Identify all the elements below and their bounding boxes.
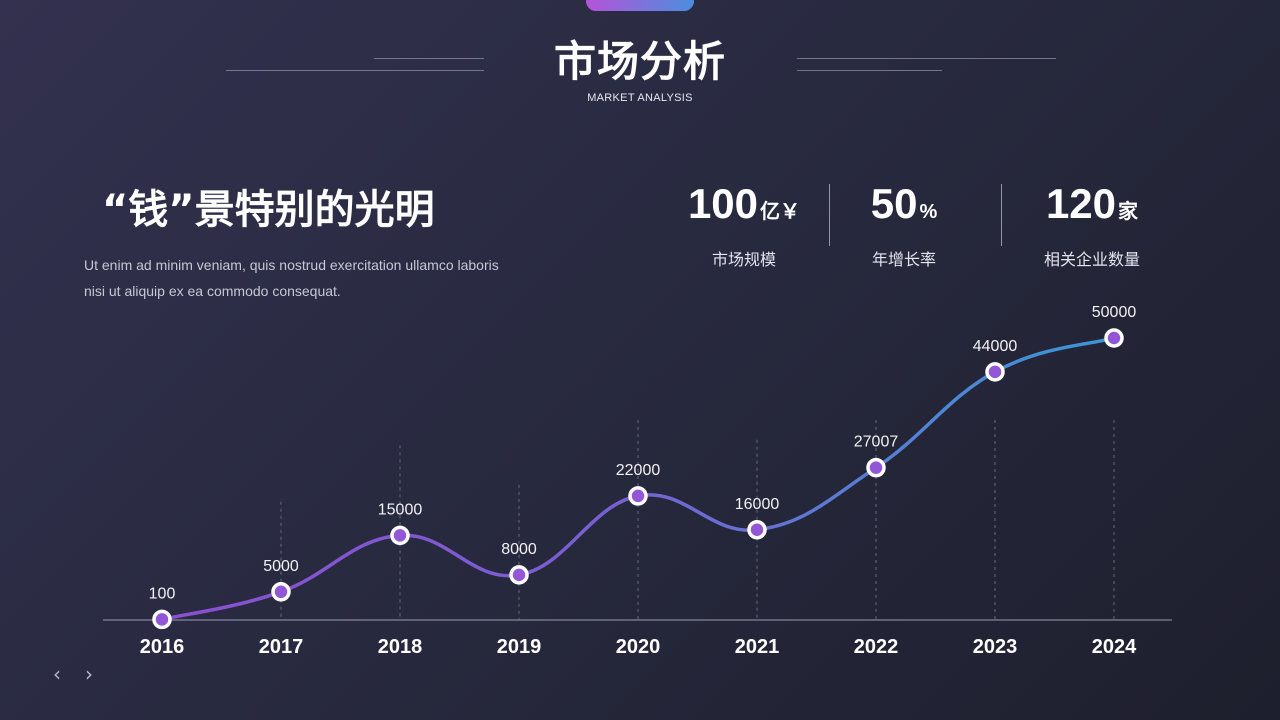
x-tick-label: 2020 [616, 636, 661, 658]
stat-label: 年增长率 [871, 250, 936, 269]
data-point [271, 582, 291, 602]
stat-value-row: 50% [819, 178, 989, 238]
stat-value-row: 120 家 [1007, 178, 1177, 238]
data-label: 100 [149, 585, 176, 602]
title-decoration-line [797, 58, 1056, 59]
data-point [985, 362, 1005, 382]
stat-label: 相关企业数量 [1043, 250, 1140, 269]
data-point [1104, 328, 1124, 348]
data-label: 15000 [378, 501, 423, 518]
title-decoration-line [797, 70, 942, 71]
stat-label: 市场规模 [711, 250, 776, 269]
stat-market-size: 100 亿￥ 市场规模 [659, 178, 829, 270]
x-tick-label: 2018 [378, 636, 423, 658]
headline: “钱”景特别的光明 [102, 187, 435, 233]
x-tick-label: 2022 [854, 636, 899, 658]
x-tick-label: 2021 [735, 636, 780, 658]
data-point [747, 520, 767, 540]
x-tick-label: 2019 [497, 636, 542, 658]
data-label: 16000 [735, 496, 780, 513]
data-point [390, 525, 410, 546]
x-tick-label: 2017 [259, 636, 304, 658]
stat-unit: 家 [1118, 201, 1139, 223]
stat-value: 120 [1045, 180, 1117, 227]
stat-company-count: 120 家 相关企业数量 [1007, 178, 1177, 270]
data-point [152, 609, 172, 630]
data-label: 27007 [854, 434, 899, 451]
data-label: 5000 [263, 558, 299, 575]
description-text: Ut enim ad minim veniam, quis nostrud ex… [84, 257, 499, 299]
stat-value-row: 100 亿￥ [659, 178, 829, 238]
stat-separator [1001, 184, 1002, 246]
x-tick-label: 2024 [1092, 636, 1137, 658]
stat-separator [829, 184, 830, 246]
page-subtitle: MARKET ANALYSIS [587, 92, 693, 104]
stat-growth-rate: 50% 年增长率 [819, 178, 989, 270]
stat-unit: 亿￥ [760, 201, 801, 223]
stat-value: 100 [687, 180, 759, 227]
stat-unit: % [919, 201, 938, 223]
page-title: 市场分析 [553, 37, 726, 86]
chevron-left-icon[interactable]: ‹ [53, 662, 61, 686]
data-point [509, 565, 529, 585]
x-tick-label: 2016 [140, 636, 185, 658]
stat-value: 50 [870, 180, 918, 227]
data-label: 8000 [501, 541, 537, 558]
data-point [628, 486, 648, 506]
data-label: 22000 [616, 462, 661, 479]
title-decoration-line [226, 70, 484, 71]
title-decoration-line [374, 58, 484, 59]
chevron-right-icon[interactable]: › [85, 662, 93, 686]
data-label: 50000 [1092, 304, 1137, 321]
top-accent-tab [586, 0, 694, 11]
data-point [866, 457, 886, 478]
x-tick-label: 2023 [973, 636, 1018, 658]
data-label: 44000 [973, 338, 1018, 355]
